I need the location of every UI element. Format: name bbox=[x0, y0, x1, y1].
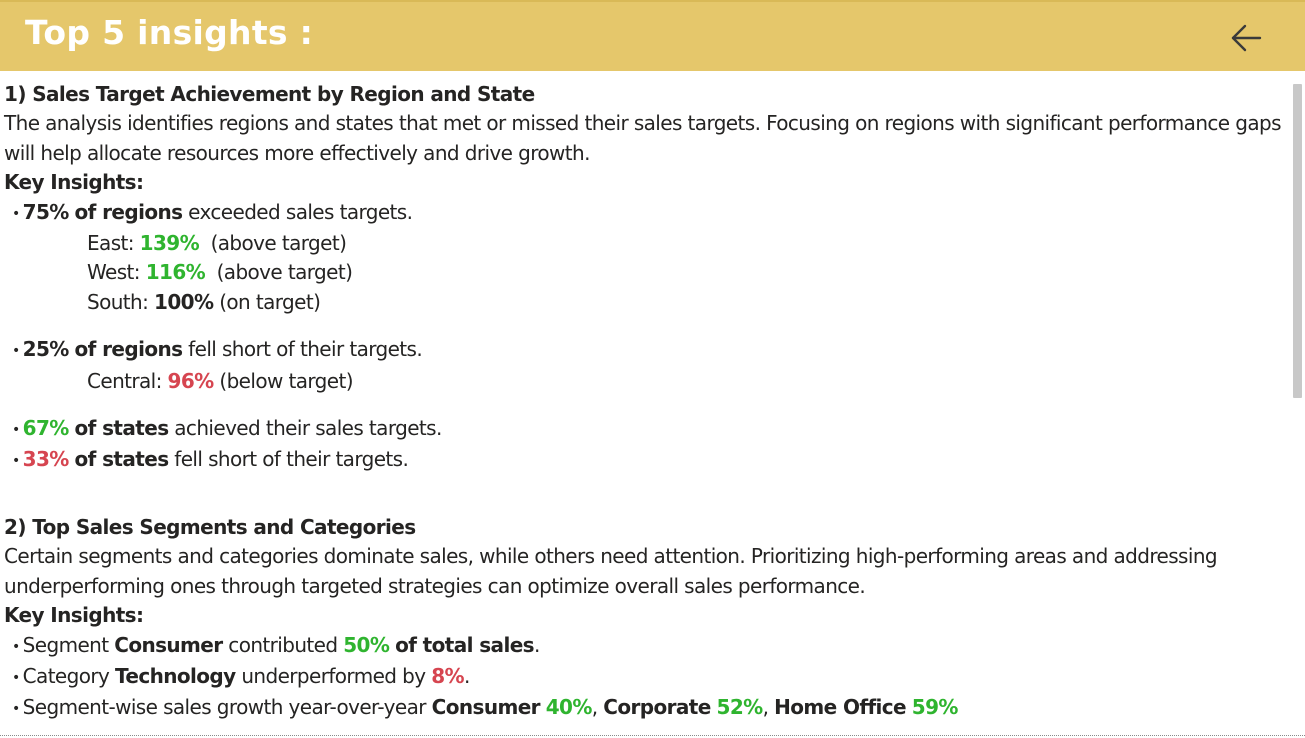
section-description: The analysis identifies regions and stat… bbox=[4, 111, 1282, 165]
list-item: • Segment-wise sales growth year-over-yea… bbox=[12, 695, 958, 720]
vertical-scrollbar[interactable] bbox=[1293, 84, 1302, 398]
list-subitem: West: 116% (above target) bbox=[87, 260, 353, 285]
key-insights-label: Key Insights: bbox=[4, 603, 144, 628]
list-item: • Segment Consumer contributed 50% of tot… bbox=[12, 632, 540, 657]
bullet-icon: • bbox=[12, 343, 20, 360]
bullet-icon: • bbox=[12, 205, 20, 222]
list-item: • 25% of regions fell short of their targ… bbox=[12, 337, 423, 362]
list-item: • 67% of states achieved their sales targ… bbox=[12, 416, 442, 441]
divider bbox=[0, 735, 1305, 736]
bullet-icon: • bbox=[12, 453, 20, 470]
back-button[interactable] bbox=[1228, 20, 1264, 56]
section-description: Certain segments and categories dominate… bbox=[4, 544, 1218, 598]
bullet-icon: • bbox=[12, 422, 20, 439]
list-item: • 75% of regions exceeded sales targets. bbox=[12, 199, 413, 224]
bullet-icon: • bbox=[12, 638, 20, 655]
arrow-left-icon bbox=[1231, 24, 1262, 52]
list-subitem: East: 139% (above target) bbox=[87, 231, 347, 256]
page-title: Top 5 insights : bbox=[25, 13, 314, 52]
list-item: • 33% of states fell short of their targe… bbox=[12, 447, 409, 472]
key-insights-label: Key Insights: bbox=[4, 170, 144, 195]
bullet-icon: • bbox=[12, 701, 20, 718]
section-heading: 2) Top Sales Segments and Categories bbox=[4, 514, 416, 539]
list-subitem: Central: 96% (below target) bbox=[87, 368, 354, 393]
bullet-icon: • bbox=[12, 669, 20, 686]
list-item: • Category Technology underperformed by 8… bbox=[12, 663, 470, 688]
insights-text: 1) Sales Target Achievement by Region an… bbox=[4, 80, 1294, 725]
list-subitem: South: 100% (on target) bbox=[87, 289, 321, 314]
header-bar: Top 5 insights : bbox=[0, 0, 1305, 71]
section-heading: 1) Sales Target Achievement by Region an… bbox=[4, 82, 535, 106]
